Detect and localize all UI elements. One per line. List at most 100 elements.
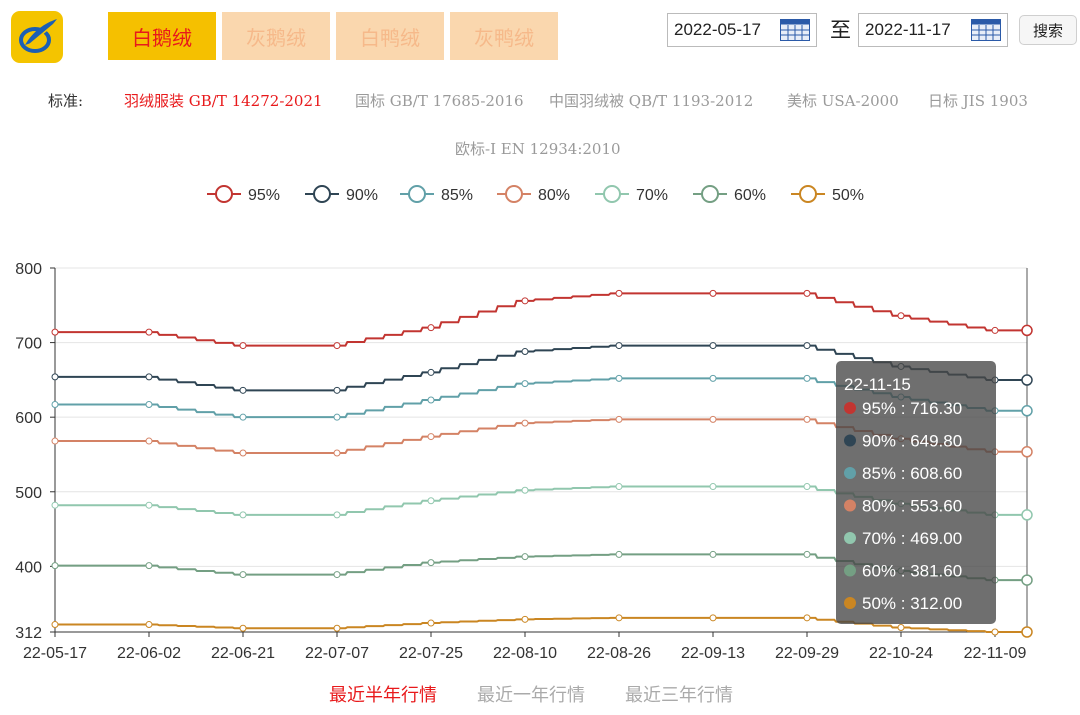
data-point [803, 614, 811, 622]
tooltip-row: 50% : 312.00 [862, 594, 962, 613]
tab-grey-goose-down[interactable]: 灰鹅绒 [222, 12, 330, 60]
data-point [51, 373, 59, 381]
standard-gb-17685[interactable]: 国标 GB/T 17685-2016 [355, 92, 524, 110]
calendar-icon[interactable] [971, 19, 1001, 41]
feather-logo-icon [19, 19, 57, 53]
date-to-input[interactable]: 2022-11-17 [858, 13, 1008, 47]
data-point [1021, 626, 1033, 638]
range-one-year[interactable]: 最近一年行情 [477, 685, 585, 706]
tooltip-marker [844, 564, 856, 577]
data-point [991, 326, 999, 334]
data-point [51, 437, 59, 445]
legend-label: 60% [734, 187, 766, 204]
data-point [239, 386, 247, 394]
y-tick-label: 500 [15, 485, 42, 502]
tooltip-marker [844, 532, 856, 544]
data-point [615, 483, 623, 491]
data-point [239, 571, 247, 579]
data-point [333, 571, 341, 579]
x-tick-label: 22-07-25 [399, 645, 463, 662]
x-tick-label: 22-06-02 [117, 645, 181, 662]
standard-usa-2000[interactable]: 美标 USA-2000 [787, 92, 899, 110]
data-point [239, 624, 247, 632]
data-point [333, 413, 341, 421]
tab-white-goose-down[interactable]: 白鹅绒 [108, 12, 216, 60]
legend-marker [505, 185, 523, 203]
x-tick-label: 22-05-17 [23, 645, 87, 662]
data-point [427, 396, 435, 404]
data-point [51, 562, 59, 570]
legend-label: 85% [441, 187, 473, 204]
tooltip-title: 22-11-15 [844, 375, 911, 394]
data-point [145, 501, 153, 509]
data-point [1021, 374, 1033, 386]
legend-marker [799, 185, 817, 203]
data-point [709, 342, 717, 350]
tab-grey-duck-down[interactable]: 灰鸭绒 [450, 12, 558, 60]
tooltip-row: 70% : 469.00 [862, 529, 962, 548]
data-point [803, 550, 811, 558]
data-point [521, 615, 529, 623]
data-point [1021, 509, 1033, 521]
data-point [709, 614, 717, 622]
data-point [333, 511, 341, 519]
data-point [51, 621, 59, 629]
data-point [521, 553, 529, 561]
data-point [145, 401, 153, 408]
data-point [803, 342, 811, 350]
tooltip-box [836, 361, 996, 624]
y-tick-label: 312 [15, 625, 42, 642]
standard-gb-14272[interactable]: 羽绒服装 GB/T 14272-2021 [124, 92, 323, 110]
data-point [709, 550, 717, 558]
search-button[interactable]: 搜索 [1019, 15, 1077, 45]
data-point [239, 342, 247, 350]
data-point [427, 368, 435, 376]
standard-qb-1193[interactable]: 中国羽绒被 QB/T 1193-2012 [549, 92, 754, 110]
standard-jis-1903[interactable]: 日标 JIS 1903 [928, 92, 1028, 110]
down-type-tabs: 白鹅绒 灰鹅绒 白鸭绒 灰鸭绒 [108, 12, 558, 60]
legend-label: 70% [636, 187, 668, 204]
data-point [521, 297, 529, 305]
standards-label: 标准: [48, 92, 84, 110]
standard-en-12934[interactable]: 欧标-I EN 12934:2010 [455, 140, 621, 158]
range-three-years[interactable]: 最近三年行情 [625, 685, 733, 706]
data-point [239, 449, 247, 457]
tooltip-row: 85% : 608.60 [862, 464, 962, 483]
data-point [615, 415, 623, 423]
legend-marker [215, 185, 233, 203]
data-point [521, 380, 529, 388]
legend-marker [603, 185, 621, 203]
x-tick-label: 22-11-09 [964, 645, 1027, 662]
tab-white-duck-down[interactable]: 白鸭绒 [336, 12, 444, 60]
data-point [803, 415, 811, 423]
legend-marker [408, 185, 426, 203]
data-point [803, 483, 811, 491]
data-point [333, 624, 341, 632]
tooltip-row: 95% : 716.30 [862, 399, 962, 418]
data-point [615, 614, 623, 622]
x-tick-label: 22-06-21 [211, 645, 275, 662]
data-point [1021, 405, 1033, 417]
data-point [615, 374, 623, 382]
data-point [239, 413, 247, 421]
legend-label: 95% [248, 187, 280, 204]
data-point [333, 342, 341, 350]
data-point [145, 562, 153, 570]
data-point [897, 312, 905, 320]
data-point [145, 328, 153, 336]
data-point [709, 374, 717, 382]
tooltip-row: 90% : 649.80 [862, 432, 962, 451]
date-from-input[interactable]: 2022-05-17 [667, 13, 817, 47]
calendar-icon[interactable] [780, 19, 810, 41]
range-half-year[interactable]: 最近半年行情 [329, 685, 437, 706]
data-point [51, 401, 59, 408]
data-point [521, 486, 529, 494]
legend-label: 50% [832, 187, 864, 204]
data-point [1021, 446, 1033, 458]
data-point [333, 386, 341, 394]
tooltip-row: 60% : 381.60 [862, 562, 962, 581]
legend-label: 80% [538, 187, 570, 204]
series-line-95% [55, 292, 1027, 347]
data-point [427, 433, 435, 441]
